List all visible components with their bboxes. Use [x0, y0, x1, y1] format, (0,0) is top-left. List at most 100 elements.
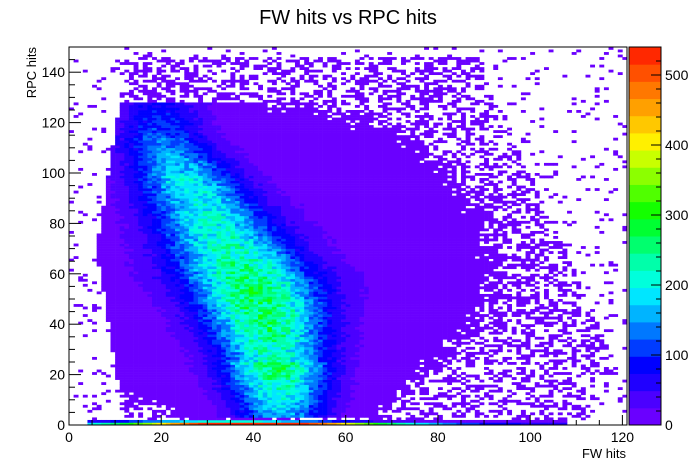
heatmap-cell — [170, 251, 176, 254]
heatmap-cell — [216, 324, 222, 328]
heatmap-cell — [142, 299, 148, 302]
heatmap-cell — [198, 283, 204, 287]
heatmap-cell — [165, 236, 171, 239]
heatmap-cell — [133, 170, 139, 174]
heatmap-cell — [119, 213, 125, 217]
heatmap-cell — [115, 190, 121, 194]
heatmap-cell — [244, 193, 250, 196]
heatmap-cell — [101, 218, 107, 222]
heatmap-cell — [193, 200, 199, 204]
heatmap-cell — [73, 102, 79, 106]
heatmap-cell — [101, 261, 107, 265]
heatmap-cell — [253, 334, 259, 338]
heatmap-cell — [271, 268, 277, 272]
heatmap-cell — [179, 356, 185, 360]
heatmap-cell — [253, 198, 259, 202]
heatmap-cell — [161, 145, 167, 149]
heatmap-cell — [119, 273, 125, 277]
heatmap-cell — [175, 167, 180, 171]
heatmap-cell — [216, 309, 222, 312]
heatmap-cell — [271, 225, 277, 229]
heatmap-cell — [271, 316, 277, 320]
heatmap-cell — [211, 99, 217, 103]
heatmap-cell — [184, 230, 190, 234]
heatmap-cell — [198, 326, 204, 330]
heatmap-cell — [128, 281, 134, 285]
heatmap-cell — [133, 241, 139, 244]
heatmap-cell — [147, 147, 153, 151]
heatmap-cell — [115, 230, 121, 234]
heatmap-cell — [271, 351, 277, 355]
heatmap-cell — [262, 311, 268, 315]
heatmap-cell — [133, 356, 139, 360]
heatmap-cell — [147, 62, 153, 65]
heatmap-cell — [179, 155, 185, 159]
heatmap-cell — [202, 336, 208, 340]
heatmap-cell — [221, 331, 227, 335]
heatmap-cell — [258, 369, 263, 373]
heatmap-cell — [179, 281, 185, 285]
heatmap-cell — [138, 203, 144, 207]
heatmap-cell — [239, 82, 245, 86]
heatmap-cell — [267, 183, 273, 186]
heatmap-cell — [239, 173, 245, 176]
heatmap-cell — [267, 130, 273, 133]
heatmap-cell — [258, 115, 263, 118]
heatmap-cell — [211, 283, 217, 287]
heatmap-cell — [152, 175, 157, 179]
heatmap-cell — [230, 137, 236, 141]
heatmap-cell — [262, 283, 268, 287]
heatmap-cell — [184, 334, 190, 338]
heatmap-cell — [248, 102, 254, 106]
heatmap-cell — [115, 243, 121, 247]
heatmap-cell — [193, 341, 199, 345]
heatmap-cell — [165, 140, 171, 144]
heatmap-cell — [253, 372, 259, 375]
heatmap-cell — [258, 409, 263, 413]
heatmap-cell — [92, 258, 97, 262]
heatmap-cell — [138, 407, 144, 411]
heatmap-cell — [152, 147, 157, 151]
heatmap-cell — [110, 329, 116, 333]
heatmap-cell — [230, 150, 236, 154]
heatmap-cell — [184, 301, 190, 305]
heatmap-cell — [221, 195, 227, 199]
heatmap-cell — [165, 339, 171, 343]
heatmap-cell — [235, 170, 240, 174]
heatmap-cell — [133, 351, 139, 355]
heatmap-cell — [239, 115, 245, 118]
heatmap-cell — [165, 314, 171, 317]
heatmap-cell — [115, 127, 121, 131]
heatmap-cell — [258, 175, 263, 179]
heatmap-cell — [170, 147, 176, 151]
heatmap-cell — [198, 331, 204, 335]
heatmap-cell — [142, 220, 148, 224]
heatmap-cell — [124, 162, 130, 166]
heatmap-cell — [165, 369, 171, 373]
heatmap-cell — [211, 173, 217, 176]
heatmap-cell — [258, 372, 263, 375]
heatmap-cell — [193, 261, 199, 265]
heatmap-cell — [184, 306, 190, 310]
heatmap-cell — [202, 341, 208, 345]
heatmap-cell — [267, 79, 273, 83]
heatmap-cell — [262, 64, 268, 68]
heatmap-cell — [221, 92, 227, 96]
heatmap-cell — [239, 165, 245, 169]
heatmap-cell — [248, 185, 254, 189]
heatmap-cell — [253, 127, 259, 131]
heatmap-cell — [156, 283, 162, 287]
heatmap-cell — [152, 195, 157, 199]
heatmap-cell — [119, 228, 125, 232]
heatmap-cell — [202, 160, 208, 164]
heatmap-cell — [207, 205, 213, 209]
heatmap-cell — [119, 110, 125, 113]
heatmap-cell — [248, 210, 254, 214]
heatmap-cell — [175, 122, 180, 126]
heatmap-cell — [188, 248, 194, 252]
heatmap-cell — [230, 336, 236, 340]
heatmap-cell — [170, 223, 176, 227]
heatmap-cell — [147, 359, 153, 363]
heatmap-cell — [267, 409, 273, 413]
heatmap-cell — [193, 356, 199, 360]
